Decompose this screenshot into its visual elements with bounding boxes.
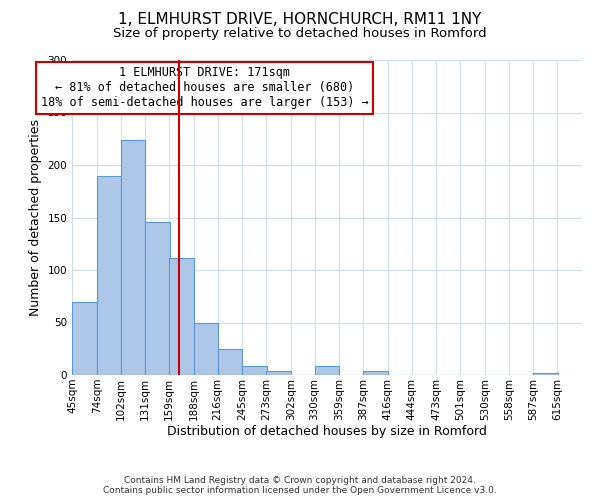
- Bar: [145, 222, 170, 375]
- Text: Contains HM Land Registry data © Crown copyright and database right 2024.
Contai: Contains HM Land Registry data © Crown c…: [103, 476, 497, 495]
- Bar: [97, 176, 121, 375]
- Text: Size of property relative to detached houses in Romford: Size of property relative to detached ho…: [113, 28, 487, 40]
- Bar: [266, 371, 291, 375]
- Bar: [169, 258, 194, 375]
- Bar: [194, 322, 218, 375]
- Bar: [314, 366, 340, 375]
- X-axis label: Distribution of detached houses by size in Romford: Distribution of detached houses by size …: [167, 426, 487, 438]
- Text: 1, ELMHURST DRIVE, HORNCHURCH, RM11 1NY: 1, ELMHURST DRIVE, HORNCHURCH, RM11 1NY: [118, 12, 482, 28]
- Bar: [363, 371, 388, 375]
- Bar: [242, 366, 267, 375]
- Bar: [121, 140, 145, 375]
- Bar: [533, 373, 558, 375]
- Bar: [72, 302, 97, 375]
- Bar: [218, 349, 242, 375]
- Y-axis label: Number of detached properties: Number of detached properties: [29, 119, 42, 316]
- Text: 1 ELMHURST DRIVE: 171sqm
← 81% of detached houses are smaller (680)
18% of semi-: 1 ELMHURST DRIVE: 171sqm ← 81% of detach…: [41, 66, 368, 110]
